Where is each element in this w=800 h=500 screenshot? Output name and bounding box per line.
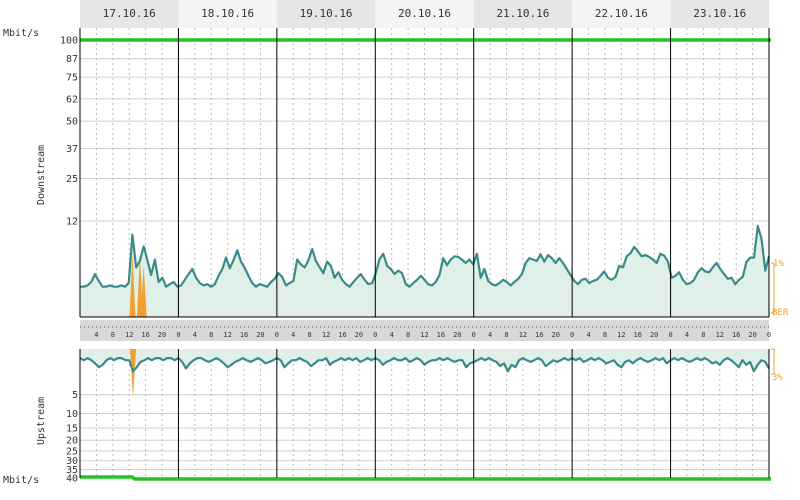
hour-tick-label: 0 (668, 331, 672, 339)
downstream-axis-label: Downstream (36, 145, 47, 205)
hour-tick-label: 8 (209, 331, 213, 339)
hour-scale-bar: 4 8 12 16 20 0 4 8 12 16 20 0 4 8 12 16 20 0 4 8 12 16 20 0 4 8 12… (80, 320, 771, 341)
day-header-label: 21.10.16 (496, 7, 549, 20)
hour-tick-label: 16 (338, 331, 346, 339)
hour-tick-label: 0 (275, 331, 279, 339)
downstream-plot (80, 38, 771, 317)
hour-tick-label: 0 (570, 331, 574, 339)
day-header: 17.10.16 18.10.16 19.10.16 20.10.16 21.10.16… (80, 0, 769, 28)
hour-tick-label: 4 (685, 331, 689, 339)
hour-tick-label: 0 (472, 331, 476, 339)
upstream-error-bracket (771, 348, 775, 375)
downstream-error-percent-label: 1% (773, 259, 784, 269)
hour-tick-label: 16 (634, 331, 642, 339)
upstream-plot (79, 349, 771, 481)
downstream-tick-label: 75 (66, 73, 78, 84)
hour-tick-label: 0 (373, 331, 377, 339)
downstream-tick-label: 87 (66, 54, 78, 65)
hour-tick-label: 4 (488, 331, 492, 339)
hour-tick-label: 4 (94, 331, 98, 339)
hour-tick-label: 12 (716, 331, 724, 339)
upstream-tick-label: 15 (66, 423, 78, 434)
downstream-tick-label: 37 (66, 144, 78, 155)
hour-tick-label: 20 (453, 331, 461, 339)
day-header-label: 18.10.16 (201, 7, 254, 20)
upstream-error-percent-label: 3% (772, 373, 783, 383)
hour-tick-label: 4 (586, 331, 590, 339)
upstream-error-spike (130, 349, 136, 399)
hour-tick-label: 16 (732, 331, 740, 339)
day-header-label: 23.10.16 (693, 7, 746, 20)
hour-tick-label: 12 (223, 331, 231, 339)
downstream-error-spike (129, 253, 136, 317)
hour-tick-label: 12 (420, 331, 428, 339)
hour-tick-label: 8 (603, 331, 607, 339)
day-header-cell (572, 0, 671, 28)
upstream-unit-label: Mbit/s (3, 475, 39, 486)
hour-tick-label: 16 (141, 331, 149, 339)
downstream-line (80, 224, 771, 288)
hour-tick-label: 4 (390, 331, 394, 339)
hour-tick-label: 8 (111, 331, 115, 339)
grid-layer (80, 28, 769, 479)
hour-tick-label: 12 (125, 331, 133, 339)
downstream-tick-label: 12 (66, 217, 78, 228)
hour-tick-label: 16 (437, 331, 445, 339)
upstream-axis-label: Upstream (36, 397, 47, 445)
hour-tick-label: 4 (291, 331, 295, 339)
day-header-label: 20.10.16 (398, 7, 451, 20)
upstream-tick-label: 25 (66, 446, 78, 457)
hour-scale-background (80, 320, 769, 341)
day-header-cell (473, 0, 573, 28)
downstream-tick-label: 62 (66, 94, 78, 105)
day-header-cell (178, 0, 277, 28)
day-header-cell (276, 0, 376, 28)
downstream-error-spike (136, 255, 143, 317)
hour-tick-label: 8 (504, 331, 508, 339)
downstream-tick-label: 50 (66, 117, 78, 128)
day-header-cell (375, 0, 474, 28)
hour-tick-label: 16 (240, 331, 248, 339)
hour-tick-label: 4 (193, 331, 197, 339)
hour-tick-label: 12 (322, 331, 330, 339)
axis-labels: Mbit/s Mbit/s Downstream Upstream 100877… (3, 28, 789, 486)
ber-bracket (771, 262, 775, 314)
hour-tick-label: 12 (519, 331, 527, 339)
upstream-area (80, 349, 769, 372)
downstream-area (80, 226, 769, 317)
downstream-tick-label: 25 (66, 174, 78, 185)
downstream-tick-label: 100 (60, 36, 78, 47)
day-header-cell (80, 0, 179, 28)
hour-tick-label: 0 (767, 331, 771, 339)
hour-tick-label: 8 (308, 331, 312, 339)
day-header-label: 22.10.16 (595, 7, 648, 20)
upstream-tick-label: 10 (66, 409, 78, 420)
hour-tick-label: 0 (176, 331, 180, 339)
upstream-line (79, 357, 770, 373)
day-separators (79, 28, 770, 478)
hour-tick-label: 8 (701, 331, 705, 339)
upstream-tick-label: 40 (66, 474, 78, 485)
ber-label: BER (772, 308, 789, 318)
hour-tick-label: 20 (256, 331, 264, 339)
upstream-tick-label: 20 (66, 436, 78, 447)
hour-tick-label: 12 (617, 331, 625, 339)
upstream-tick-label: 35 (66, 465, 78, 476)
hour-tick-label: 20 (650, 331, 658, 339)
hour-tick-label: 20 (748, 331, 756, 339)
hour-tick-label: 20 (355, 331, 363, 339)
upstream-tick-label: 30 (66, 456, 78, 467)
day-header-cell (670, 0, 769, 28)
hour-tick-label: 8 (406, 331, 410, 339)
downstream-error-spike (140, 265, 147, 317)
downstream-unit-label: Mbit/s (3, 28, 39, 39)
day-header-label: 19.10.16 (300, 7, 353, 20)
hour-tick-label: 20 (158, 331, 166, 339)
hour-tick-label: 20 (552, 331, 560, 339)
day-header-label: 17.10.16 (103, 7, 156, 20)
hour-tick-label: 16 (535, 331, 543, 339)
upstream-sync-line (80, 475, 771, 481)
upstream-tick-label: 5 (72, 390, 78, 401)
